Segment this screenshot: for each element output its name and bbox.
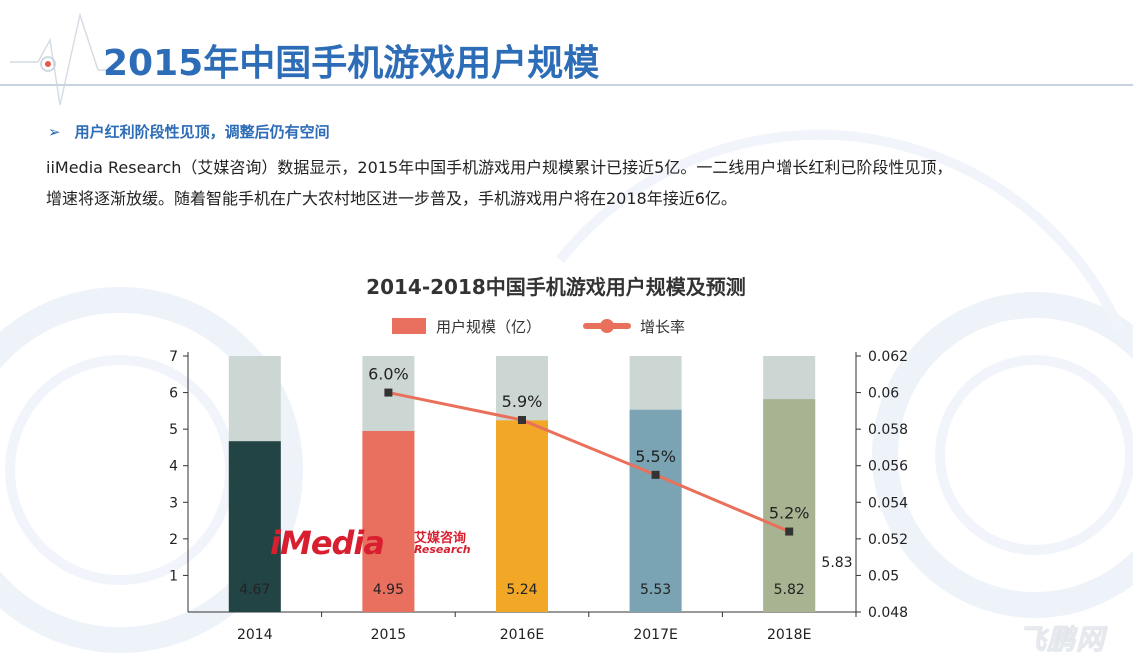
growth-rate-point <box>785 527 794 536</box>
x-tick-label: 2016E <box>500 627 544 643</box>
y-right-tick-label: 0.05 <box>868 568 899 584</box>
growth-rate-point <box>651 470 660 479</box>
legend-line-label: 增长率 <box>640 318 685 336</box>
page-title: 2015年中国手机游戏用户规模 <box>103 43 600 84</box>
bar-value-label: 5.53 <box>640 582 671 598</box>
bar-value-label: 4.67 <box>239 582 270 598</box>
growth-rate-line <box>388 391 790 533</box>
body-paragraph: iiMedia Research（艾媒咨询）数据显示，2015年中国手机游戏用户… <box>46 152 1106 214</box>
y-left-tick-label: 1 <box>169 568 178 584</box>
growth-rate-label: 6.0% <box>368 365 409 384</box>
bar-value-label: 5.24 <box>506 582 537 598</box>
x-tick-label: 2018E <box>767 627 811 643</box>
body-line-2: 增速将逐渐放缓。随着智能手机在广大农村地区进一步普及，手机游戏用户将在2018年… <box>46 189 737 208</box>
y-left-tick-label: 2 <box>169 532 178 548</box>
x-tick-label: 2015 <box>371 627 407 643</box>
logo-en-text: Research <box>414 543 471 556</box>
y-right-tick-label: 0.058 <box>868 422 908 438</box>
y-right-tick-label: 0.054 <box>868 495 908 511</box>
y-right-tick-label: 0.062 <box>868 349 908 365</box>
logo-cn-text: 艾媒咨询 <box>414 531 467 546</box>
y-left-tick-label: 3 <box>169 495 178 511</box>
x-tick-label: 2017E <box>633 627 677 643</box>
body-line-1: iiMedia Research（艾媒咨询）数据显示，2015年中国手机游戏用户… <box>46 158 953 177</box>
y-right-tick-label: 0.048 <box>868 605 908 621</box>
y-right-tick-label: 0.06 <box>868 386 899 402</box>
bar <box>362 430 415 612</box>
legend-bar-label: 用户规模（亿） <box>436 318 541 336</box>
legend-line-marker <box>600 319 614 333</box>
y-left-tick-label: 7 <box>169 349 178 365</box>
imedia-logo: iMedia 艾媒咨询 Research <box>268 512 478 562</box>
growth-rate-label: 5.2% <box>769 504 810 523</box>
growth-rate-point <box>518 416 526 424</box>
pin-icon <box>40 56 56 72</box>
bar-value-label: 5.82 <box>774 582 805 598</box>
bar <box>496 420 548 612</box>
y-left-tick-label: 4 <box>169 459 178 475</box>
y-right-tick-label: 0.052 <box>868 532 908 548</box>
logo-main-text: iMedia <box>270 524 385 562</box>
watermark: 飞鹏网 <box>1018 623 1106 656</box>
growth-rate-label: 5.9% <box>502 392 543 411</box>
legend-bar-swatch <box>392 318 426 334</box>
y-left-tick-label: 6 <box>169 386 178 402</box>
bullet-text: 用户红利阶段性见顶，调整后仍有空间 <box>74 123 330 141</box>
growth-rate-point <box>384 388 393 397</box>
chart-title: 2014-2018中国手机游戏用户规模及预测 <box>366 275 746 299</box>
growth-rate-label: 5.5% <box>635 447 676 466</box>
title-divider <box>0 84 1133 86</box>
bar-value-label: 4.95 <box>373 582 404 598</box>
stray-data-label: 5.83 <box>821 555 852 571</box>
bar <box>228 441 281 612</box>
bullet-heading: ➢ 用户红利阶段性见顶，调整后仍有空间 <box>48 121 330 142</box>
bar <box>763 399 816 612</box>
arrow-bullet-icon: ➢ <box>48 123 61 141</box>
y-left-tick-label: 5 <box>169 422 178 438</box>
bar <box>629 409 682 612</box>
x-tick-label: 2014 <box>237 627 273 643</box>
y-right-tick-label: 0.056 <box>868 459 908 475</box>
